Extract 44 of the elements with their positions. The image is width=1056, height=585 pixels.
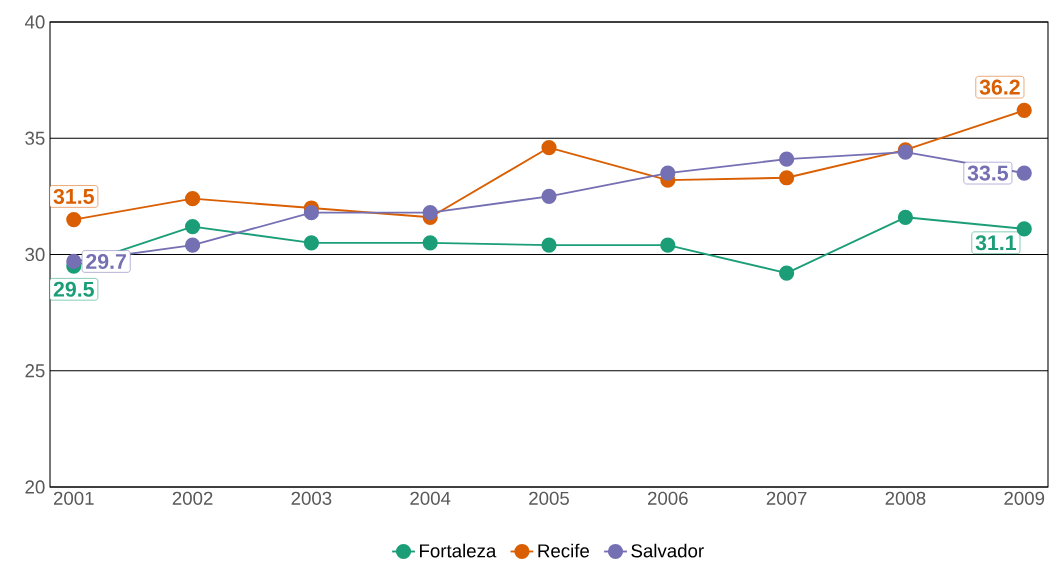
y-tick-label: 30 bbox=[25, 247, 45, 262]
x-tick-label: 2001 bbox=[53, 491, 94, 505]
x-tick-label: 2008 bbox=[885, 491, 926, 505]
point bbox=[184, 218, 201, 235]
x-tick-label: 2002 bbox=[172, 491, 213, 505]
legend-label: Recife bbox=[538, 543, 590, 558]
point bbox=[1016, 102, 1032, 118]
point bbox=[660, 237, 676, 253]
point bbox=[779, 170, 795, 186]
point bbox=[660, 165, 676, 181]
x-tick-label: 2004 bbox=[410, 491, 451, 505]
point bbox=[303, 235, 319, 251]
y-tick-label: 25 bbox=[25, 364, 45, 378]
point bbox=[779, 151, 795, 167]
legend-label: Fortaleza bbox=[420, 543, 497, 558]
x-tick-label: 2007 bbox=[766, 491, 807, 505]
point bbox=[66, 253, 82, 270]
data-label: 29.7 bbox=[86, 253, 126, 270]
x-tick-label: 2005 bbox=[529, 491, 569, 505]
point bbox=[779, 265, 795, 281]
point bbox=[1016, 165, 1032, 181]
y-tick-label: 35 bbox=[25, 131, 45, 145]
data-label: 36.2 bbox=[979, 79, 1020, 95]
data-label: 29.5 bbox=[53, 281, 94, 297]
point bbox=[303, 205, 319, 221]
x-tick-label: 2009 bbox=[1004, 491, 1045, 505]
y-tick-label: 40 bbox=[24, 15, 45, 29]
legend-label: Salvador bbox=[631, 543, 704, 558]
x-tick-label: 2003 bbox=[291, 491, 332, 505]
point bbox=[897, 209, 914, 225]
point bbox=[541, 188, 557, 204]
y-tick-label: 20 bbox=[25, 480, 45, 494]
data-label: 33.5 bbox=[967, 165, 1009, 181]
point bbox=[184, 191, 201, 207]
point bbox=[66, 212, 82, 228]
point bbox=[184, 237, 201, 253]
data-label: 31.1 bbox=[975, 235, 1017, 251]
x-tick-label: 2006 bbox=[647, 491, 688, 505]
point bbox=[1016, 221, 1032, 237]
point bbox=[541, 139, 557, 156]
data-label: 31.5 bbox=[53, 188, 94, 205]
point bbox=[541, 237, 557, 253]
point bbox=[422, 235, 438, 251]
point bbox=[422, 205, 438, 221]
